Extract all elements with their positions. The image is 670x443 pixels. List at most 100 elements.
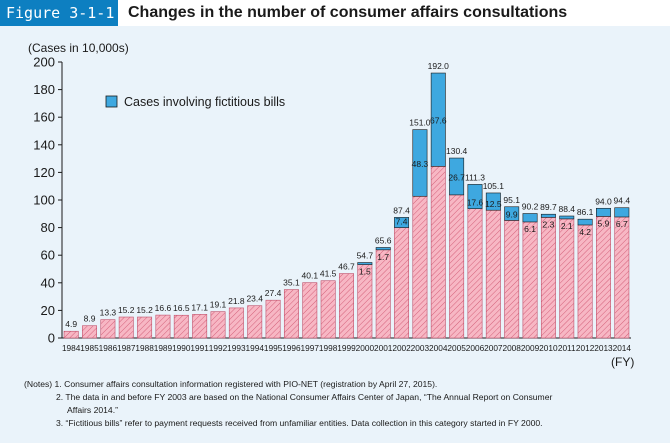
x-tick-label: 1994 (245, 343, 264, 353)
y-tick-label: 100 (33, 193, 55, 208)
x-tick-label: 2009 (521, 343, 540, 353)
x-tick-label: 1998 (319, 343, 338, 353)
total-label: 8.9 (84, 314, 96, 324)
x-tick-label: 1990 (172, 343, 191, 353)
note-3: 3. “Fictitious bills” refer to payment r… (56, 418, 543, 428)
bar-consultations (449, 194, 465, 339)
x-tick-label: 2002 (392, 343, 411, 353)
total-label: 16.6 (155, 303, 172, 313)
total-label: 40.1 (302, 271, 319, 281)
total-label: 35.1 (283, 278, 300, 288)
bar-fictitious (430, 72, 446, 167)
fictitious-label: 1.7 (377, 252, 389, 262)
x-axis-label: (FY) (611, 355, 634, 369)
chart-area: (Cases in 10,000s) 4.9 8.9 13.3 15.2 15.2 16.… (0, 26, 670, 376)
total-label: 111.3 (465, 172, 485, 182)
x-tick-label: 2013 (594, 343, 613, 353)
x-tick-label: 1991 (190, 343, 209, 353)
bar-fictitious (504, 206, 520, 221)
fictitious-label: 12.5 (485, 199, 502, 209)
total-label: 130.4 (446, 146, 468, 156)
total-label: 87.4 (393, 205, 410, 215)
figure-title: Changes in the number of consumer affair… (118, 0, 670, 26)
bar-fictitious (614, 207, 630, 218)
bar-fictitious (559, 215, 575, 220)
y-tick-label: 160 (33, 110, 55, 125)
fictitious-label: 67.6 (430, 116, 447, 126)
total-label: 23.4 (246, 294, 263, 304)
x-tick-label: 2006 (466, 343, 485, 353)
y-tick-labels: 0 20 40 60 80 100 120 140 160 180 200 (33, 55, 62, 346)
bar-consultations (540, 217, 556, 339)
fictitious-label: 2.1 (561, 221, 573, 231)
bar-consultations (485, 209, 501, 339)
x-tick-labels: 1984 1985 1986 1987 1988 1989 1990 1991 1992 1993… (62, 343, 631, 353)
bar-consultations (137, 316, 153, 339)
x-tick-label: 1989 (154, 343, 173, 353)
legend-swatch (105, 95, 118, 108)
x-tick-label: 1992 (209, 343, 228, 353)
x-tick-label: 1995 (264, 343, 283, 353)
total-label: 86.1 (577, 207, 594, 217)
total-label: 88.4 (558, 204, 575, 214)
y-tick-label: 140 (33, 137, 55, 152)
bar-consultations (614, 216, 630, 339)
notes: (Notes) 1. Consumer affairs consultation… (24, 378, 664, 430)
x-tick-label: 2010 (539, 343, 558, 353)
total-label: 151.0 (409, 118, 431, 128)
x-tick-label: 2003 (411, 343, 430, 353)
x-tick-label: 1986 (99, 343, 118, 353)
x-tick-label: 1984 (62, 343, 81, 353)
fictitious-label: 5.9 (598, 218, 610, 228)
fictitious-label: 1.5 (359, 267, 371, 277)
fictitious-label: 4.2 (579, 227, 591, 237)
x-tick-label: 2011 (558, 343, 576, 353)
bar-consultations (247, 305, 263, 339)
bar-consultations (210, 311, 226, 339)
total-label: 65.6 (375, 235, 392, 245)
total-label: 54.7 (357, 251, 374, 261)
fictitious-label: 17.6 (467, 198, 484, 208)
fictitious-label: 7.4 (396, 217, 408, 227)
bar-fictitious (522, 213, 538, 223)
bar-consultations (430, 166, 446, 339)
bar-fictitious (467, 184, 483, 209)
x-tick-label: 2008 (502, 343, 521, 353)
bar-consultations (118, 316, 134, 339)
fictitious-label: 2.3 (542, 219, 554, 229)
total-label: 89.7 (540, 202, 557, 212)
bar-consultations (412, 195, 428, 339)
bar-consultations (596, 216, 611, 339)
bar-consultations (63, 330, 79, 339)
bar-consultations (283, 289, 299, 339)
bar-consultations (522, 221, 538, 339)
bar-consultations (155, 314, 171, 339)
fictitious-label: 6.7 (616, 219, 628, 229)
x-tick-label: 1997 (301, 343, 320, 353)
total-label: 27.4 (265, 288, 282, 298)
bar-consultations (100, 319, 116, 339)
total-label: 15.2 (136, 305, 153, 315)
y-axis-label: (Cases in 10,000s) (28, 41, 129, 55)
y-tick-label: 20 (41, 303, 55, 318)
bar-consultations (559, 218, 575, 339)
y-tick-label: 60 (41, 248, 55, 263)
bars-group: 4.98.913.3 15.2 15.2 16.6 16.5 17.1 19.1 21.8 23… (63, 61, 631, 339)
total-label: 13.3 (100, 308, 117, 318)
bar-fictitious (540, 213, 556, 218)
y-tick-label: 120 (33, 165, 55, 180)
x-tick-label: 2012 (576, 343, 595, 353)
y-tick-label: 0 (48, 331, 55, 346)
total-label: 94.4 (614, 196, 631, 206)
total-label: 90.2 (522, 202, 539, 212)
bar-consultations (467, 208, 483, 339)
x-tick-label: 2005 (447, 343, 466, 353)
total-label: 21.8 (228, 296, 245, 306)
bar-fictitious (375, 247, 391, 251)
bar-fictitious (485, 192, 501, 211)
total-label: 46.7 (338, 262, 355, 272)
bar-consultations (228, 307, 244, 339)
figure-label: Figure 3-1-1 (0, 0, 116, 26)
bar-consultations (173, 314, 189, 339)
bar-fictitious (449, 157, 465, 196)
